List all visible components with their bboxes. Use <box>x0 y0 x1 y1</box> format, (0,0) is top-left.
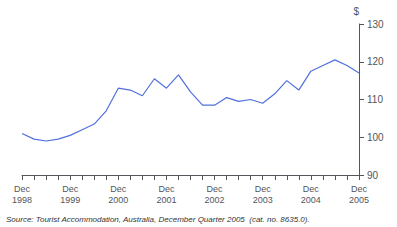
svg-text:130: 130 <box>367 19 384 30</box>
svg-text:2002: 2002 <box>205 195 225 205</box>
svg-text:2004: 2004 <box>301 195 321 205</box>
svg-text:Dec: Dec <box>110 184 127 194</box>
svg-text:Dec: Dec <box>158 184 175 194</box>
svg-text:Dec: Dec <box>14 184 31 194</box>
svg-text:2000: 2000 <box>108 195 128 205</box>
svg-text:2001: 2001 <box>156 195 176 205</box>
svg-text:90: 90 <box>367 170 379 181</box>
svg-text:Dec: Dec <box>207 184 224 194</box>
svg-text:2005: 2005 <box>349 195 369 205</box>
svg-text:Dec: Dec <box>255 184 272 194</box>
svg-text:Dec: Dec <box>62 184 79 194</box>
svg-text:120: 120 <box>367 56 384 67</box>
svg-text:1998: 1998 <box>12 195 32 205</box>
svg-text:110: 110 <box>367 94 383 105</box>
svg-text:Dec: Dec <box>351 184 368 194</box>
svg-text:1999: 1999 <box>60 195 80 205</box>
svg-text:Dec: Dec <box>303 184 320 194</box>
svg-text:2003: 2003 <box>253 195 273 205</box>
svg-text:Source: Tourist Accommodation,: Source: Tourist Accommodation, Australia… <box>6 215 310 224</box>
svg-text:100: 100 <box>367 132 384 143</box>
svg-text:$: $ <box>353 6 359 17</box>
